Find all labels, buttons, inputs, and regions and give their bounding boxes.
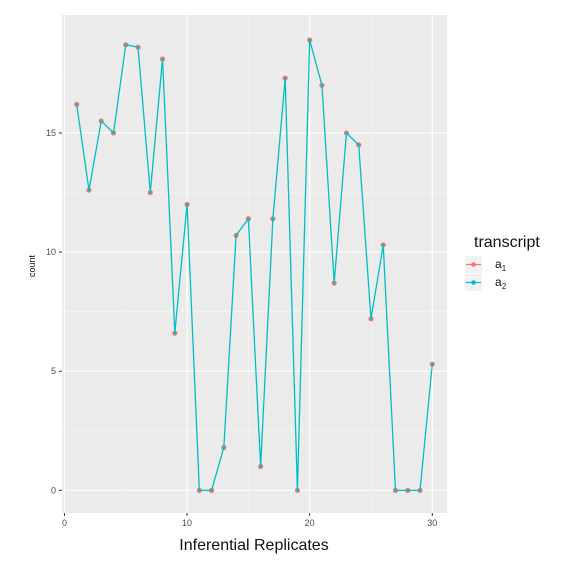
series-a2-segment xyxy=(210,446,225,492)
series-a2-point xyxy=(112,131,115,135)
series-a2-segment xyxy=(235,218,250,237)
x-tick-label: 20 xyxy=(305,518,315,528)
series-a2-segment xyxy=(125,44,139,48)
series-a2-point xyxy=(406,489,409,492)
series-a2-segment xyxy=(149,58,164,194)
y-tick-label: 15 xyxy=(46,128,56,138)
series-a2-segment xyxy=(272,77,286,220)
series-a2-segment xyxy=(284,77,299,492)
axes: 0 10 20 30 0 5 10 15 xyxy=(46,128,437,528)
series-a2-segment xyxy=(370,244,384,320)
series-a2-point xyxy=(136,45,140,49)
series-a2-segment xyxy=(309,39,323,86)
x-axis-title: Inferential Replicates xyxy=(179,537,328,554)
x-tick-label: 10 xyxy=(182,518,192,528)
series-a2-segment xyxy=(137,46,151,194)
series-a2-point xyxy=(259,465,262,468)
series-a2-segment xyxy=(76,103,90,191)
series-a2-point xyxy=(87,188,91,192)
x-tick-label: 30 xyxy=(427,518,437,528)
legend-label: a2 xyxy=(495,275,507,291)
series-a2-point xyxy=(100,119,103,123)
series-a2-segment xyxy=(321,84,335,284)
series-a2-segment xyxy=(174,203,188,334)
series-a2-point xyxy=(357,143,360,147)
series-a2-point xyxy=(185,203,189,206)
legend-key-point xyxy=(471,280,476,285)
series-a2-segment xyxy=(419,363,433,492)
legend-title: transcript xyxy=(474,234,540,251)
series-a2-point xyxy=(234,234,238,237)
series-a2-point xyxy=(332,281,336,285)
series-a2-point xyxy=(173,331,177,335)
series-a2-point xyxy=(222,446,226,449)
y-tick-label: 5 xyxy=(51,366,56,376)
series-points xyxy=(74,37,435,493)
series-a2-segment xyxy=(112,44,127,134)
series-a2-point xyxy=(345,131,348,135)
series-a2-point xyxy=(124,43,127,46)
y-tick-label: 10 xyxy=(46,247,56,257)
legend-key-point xyxy=(471,262,476,267)
series-a2-segment xyxy=(358,144,372,320)
series-a2-segment xyxy=(382,244,397,492)
series-a2-point xyxy=(161,57,164,61)
series-a2-segment xyxy=(259,218,274,468)
series-a2-segment xyxy=(88,120,102,191)
series-a2-point xyxy=(308,38,311,42)
series-a2-segment xyxy=(186,203,200,492)
series-a2-point xyxy=(296,489,299,492)
y-axis-title: count xyxy=(27,254,37,277)
series-a2-segment xyxy=(223,234,237,449)
grid-lines xyxy=(62,15,447,513)
y-tick-label: 0 xyxy=(51,485,56,495)
x-tick-label: 0 xyxy=(62,518,67,528)
series-a2-segment xyxy=(100,120,115,134)
legend-label: a1 xyxy=(495,257,507,273)
series-a2-point xyxy=(431,362,434,366)
series-a2-point xyxy=(271,217,275,220)
series-a2-point xyxy=(75,103,78,106)
series-a2-point xyxy=(369,317,373,321)
series-a2-segment xyxy=(247,218,262,468)
series-a2-point xyxy=(198,489,201,492)
series-a2-point xyxy=(418,489,422,492)
series-a2-segment xyxy=(345,132,360,146)
plot-panel xyxy=(62,15,447,513)
series-a2-point xyxy=(283,76,287,80)
series-a2-point xyxy=(382,243,385,247)
series-a2-point xyxy=(210,489,213,492)
series-a2-point xyxy=(394,489,397,492)
series-a2-segment xyxy=(333,132,348,284)
series-a2-point xyxy=(149,191,152,194)
series-a2-point xyxy=(247,217,250,220)
series-a2-segment xyxy=(161,58,176,334)
series-a2-point xyxy=(320,84,324,87)
series-a2-segment xyxy=(296,39,311,492)
